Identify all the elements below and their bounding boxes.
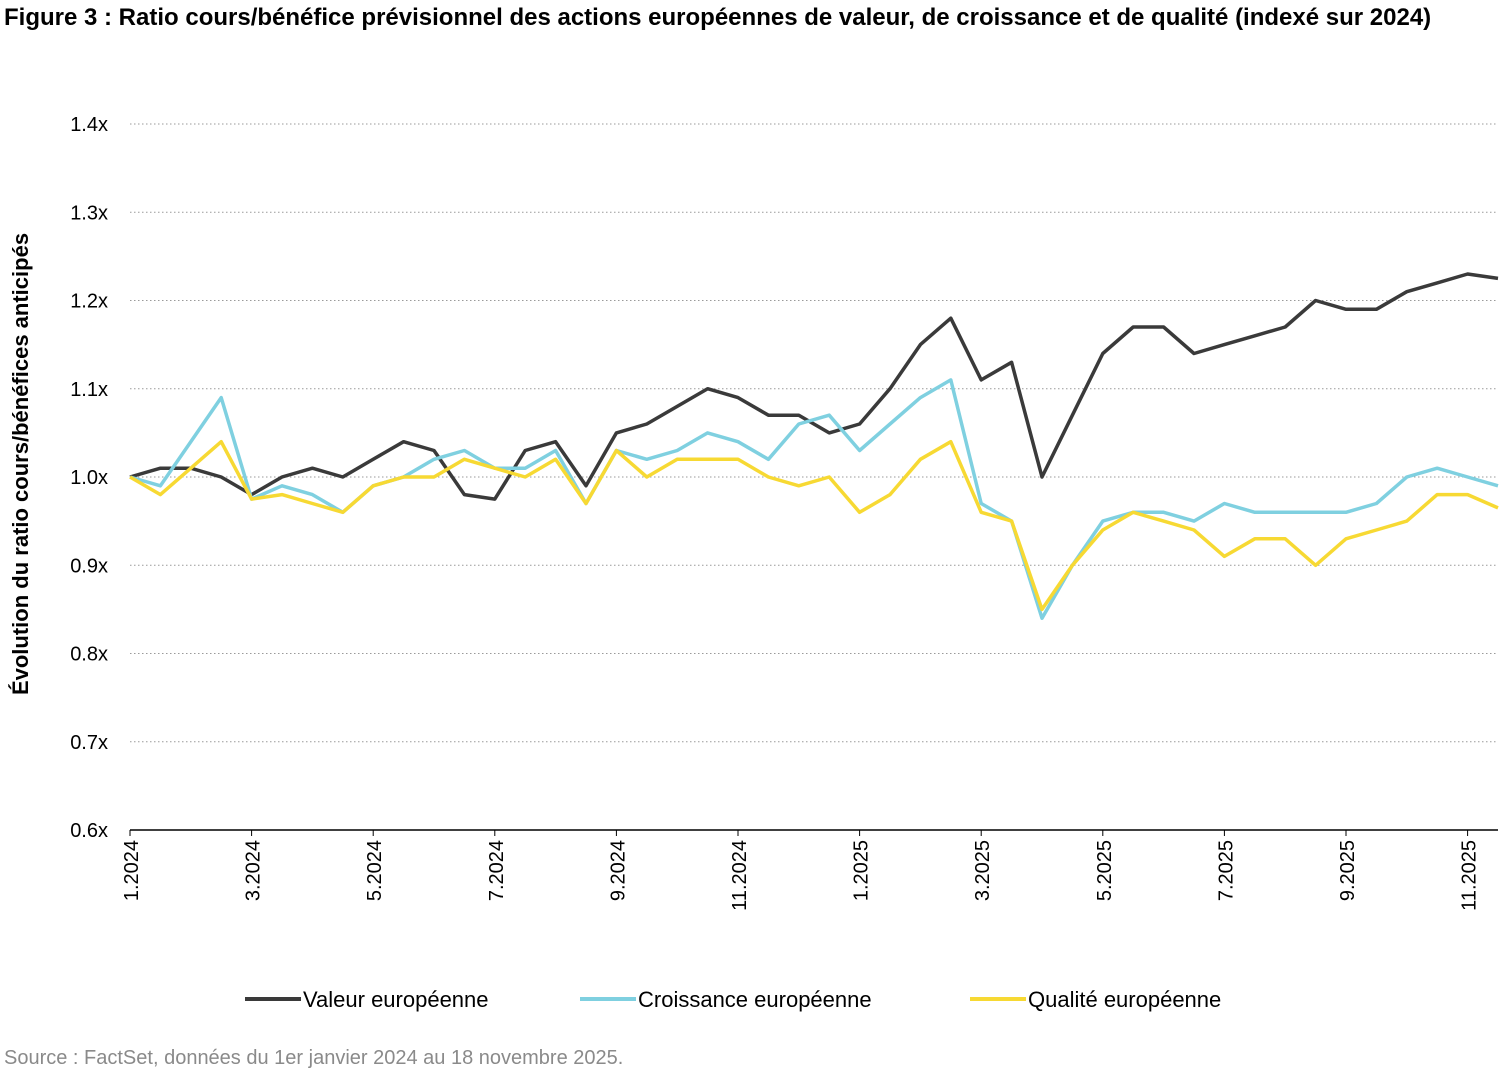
- chart-title: Figure 3 : Ratio cours/bénéfice prévisio…: [4, 4, 1432, 31]
- series-line: [129, 272, 1499, 501]
- x-tick-label: 3.2024: [243, 840, 265, 901]
- y-tick-label: 1.3x: [70, 202, 108, 224]
- series-line: [129, 439, 1499, 612]
- y-tick-label: 0.9x: [70, 555, 108, 577]
- x-tick-label: 9.2025: [1337, 840, 1359, 901]
- y-tick-label: 1.4x: [70, 114, 108, 136]
- x-tick-label: 1.2024: [121, 840, 143, 901]
- x-tick-label: 1.2025: [851, 840, 873, 901]
- x-tick-label: 11.2024: [729, 840, 751, 911]
- x-tick-label: 11.2025: [1459, 840, 1481, 911]
- x-tick-label: 7.2024: [486, 840, 508, 901]
- y-axis-title: Évolution du ratio cours/bénéfices antic…: [8, 233, 33, 695]
- y-tick-label: 1.1x: [70, 379, 108, 401]
- x-tick-label: 7.2025: [1215, 840, 1237, 901]
- x-tick-label: 5.2025: [1094, 840, 1116, 901]
- y-tick-label: 0.6x: [70, 820, 108, 842]
- source-note: Source : FactSet, données du 1er janvier…: [4, 1047, 623, 1069]
- series-line: [129, 378, 1499, 620]
- title-box: Figure 3 : Ratio cours/bénéfice prévisio…: [4, 4, 1432, 31]
- y-tick-label: 1.0x: [70, 467, 108, 489]
- y-tick-label: 0.7x: [70, 732, 108, 754]
- y-tick-label: 1.2x: [70, 291, 108, 313]
- legend-label: Croissance européenne: [638, 987, 872, 1012]
- y-tick-label: 0.8x: [70, 644, 108, 666]
- legend-label: Qualité européenne: [1028, 987, 1221, 1012]
- legend-label: Valeur européenne: [303, 987, 489, 1012]
- x-tick-label: 9.2024: [607, 840, 629, 901]
- x-tick-label: 5.2024: [364, 840, 386, 901]
- x-tick-label: 3.2025: [972, 840, 994, 901]
